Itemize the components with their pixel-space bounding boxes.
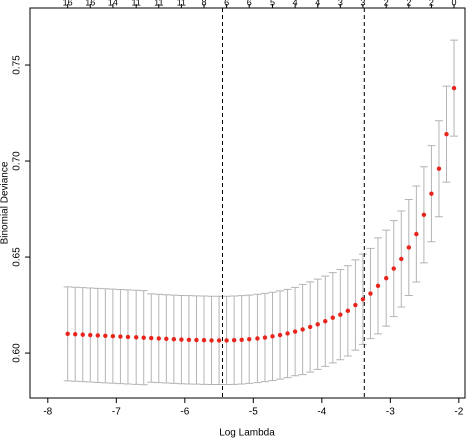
point — [292, 329, 298, 334]
point — [391, 266, 396, 271]
point — [375, 283, 381, 289]
x-tick-label: -2 — [454, 407, 463, 418]
top-tick-label: 5 — [270, 0, 275, 7]
point — [429, 191, 434, 196]
y-tick-label: 0.70 — [12, 151, 23, 171]
x-tick-label: -8 — [43, 407, 52, 418]
point — [406, 245, 412, 250]
point — [307, 324, 313, 330]
point — [201, 338, 207, 343]
top-tick-label: 4 — [293, 0, 298, 7]
top-tick-label: 16 — [85, 0, 95, 7]
top-tick-label: 6 — [247, 0, 252, 7]
y-tick-label: 0.60 — [12, 343, 23, 363]
point — [73, 332, 78, 337]
point — [255, 336, 260, 341]
point — [300, 327, 305, 332]
point — [353, 302, 358, 308]
top-tick-label: 2 — [406, 0, 411, 7]
point — [133, 335, 139, 340]
point — [95, 333, 101, 338]
point — [209, 338, 214, 343]
point — [368, 291, 373, 296]
point — [345, 308, 351, 314]
y-axis-label: Binomial Deviance — [0, 161, 11, 244]
point — [330, 315, 335, 320]
point — [421, 212, 427, 218]
point — [88, 332, 93, 338]
point — [451, 85, 457, 91]
point — [194, 337, 199, 343]
x-tick-label: -3 — [386, 407, 395, 418]
point — [65, 331, 70, 337]
top-tick-label: 3 — [338, 0, 343, 7]
point — [179, 337, 184, 342]
x-tick-label: -5 — [249, 407, 258, 418]
point — [399, 256, 404, 262]
x-tick-label: -4 — [317, 407, 326, 418]
point — [149, 335, 154, 341]
point — [171, 337, 177, 342]
top-tick-label: 0 — [452, 0, 457, 7]
top-tick-label: 8 — [201, 0, 206, 7]
point — [118, 334, 123, 339]
point — [103, 333, 108, 338]
point — [216, 338, 222, 343]
y-tick-label: 0.75 — [12, 55, 23, 75]
point — [239, 337, 244, 343]
top-tick-label: 3 — [360, 0, 365, 7]
point — [414, 231, 419, 237]
point — [360, 297, 366, 302]
top-tick-label: 14 — [108, 0, 118, 7]
point — [436, 166, 442, 171]
point — [186, 337, 192, 343]
point — [125, 334, 131, 340]
top-tick-label: 11 — [177, 0, 186, 7]
point — [141, 335, 146, 340]
point — [156, 336, 161, 341]
point — [110, 333, 116, 339]
point — [315, 322, 320, 327]
point — [80, 332, 85, 337]
top-tick-label: 16 — [63, 0, 73, 7]
point — [384, 275, 389, 281]
point — [270, 334, 275, 339]
top-tick-label: 6 — [224, 0, 229, 7]
point — [164, 336, 169, 342]
point — [224, 338, 229, 343]
point — [338, 312, 343, 317]
top-tick-label: 2 — [384, 0, 389, 7]
top-tick-label: 2 — [429, 0, 434, 7]
point — [444, 131, 449, 137]
point — [285, 331, 290, 336]
x-tick-label: -6 — [180, 407, 189, 418]
point — [262, 335, 268, 340]
y-tick-label: 0.65 — [12, 247, 23, 267]
top-tick-label: 11 — [132, 0, 141, 7]
x-tick-label: -7 — [112, 407, 121, 418]
point — [323, 318, 328, 324]
point — [277, 332, 283, 338]
point — [231, 338, 237, 343]
point — [247, 337, 252, 342]
plot-frame — [29, 7, 466, 399]
top-tick-label: 4 — [315, 0, 320, 7]
top-tick-label: 11 — [154, 0, 163, 7]
x-axis-label: Log Lambda — [219, 428, 275, 439]
